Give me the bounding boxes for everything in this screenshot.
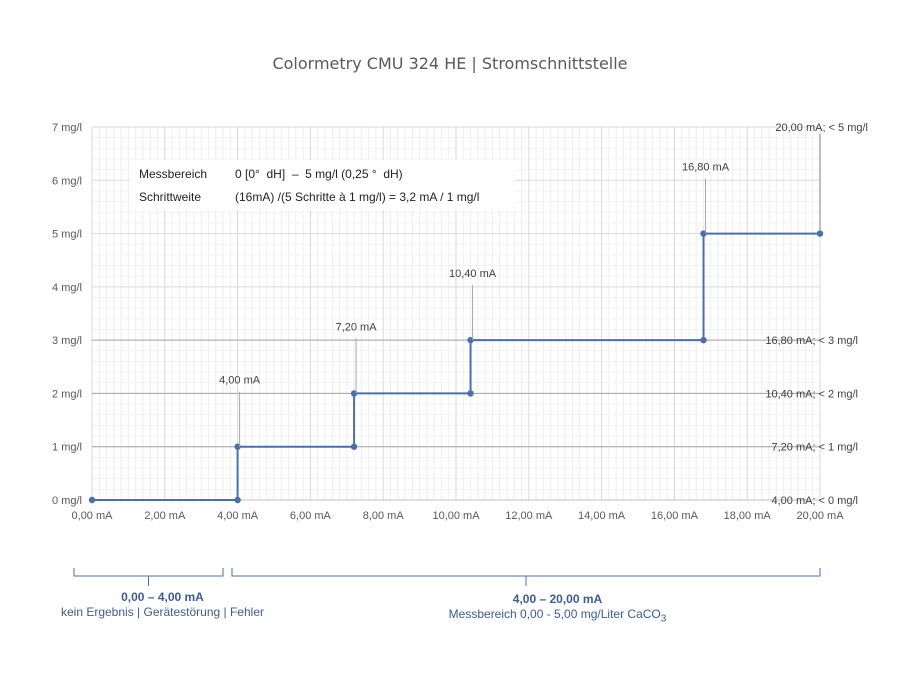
- range-measure-value: 4,00 – 20,00 mA: [512, 592, 603, 606]
- point-annotation-label: 16,80 mA: [682, 162, 730, 174]
- x-tick-label: 16,00 mA: [651, 510, 699, 522]
- x-tick-label: 12,00 mA: [505, 510, 553, 522]
- brace-error-range: [73, 568, 224, 586]
- info-value-schrittweite: (16mA) /(5 Schritte à 1 mg/l) = 3,2 mA /…: [235, 190, 480, 204]
- y-tick-label: 7 mg/l: [52, 122, 82, 134]
- info-label-messbereich: Messbereich: [139, 167, 208, 181]
- data-point: [88, 496, 96, 504]
- y-tick-label: 4 mg/l: [52, 282, 82, 294]
- y-tick-label: 5 mg/l: [52, 229, 82, 241]
- range-error-desc: kein Ergebnis | Gerätestörung | Fehler: [60, 605, 264, 619]
- x-tick-label: 2,00 mA: [144, 510, 186, 522]
- range-measure-desc-line: Messbereich 0,00 - 5,00 mg/Liter CaCO3: [380, 607, 735, 624]
- x-tick-label: 8,00 mA: [363, 510, 405, 522]
- x-tick-label: 10,00 mA: [432, 510, 480, 522]
- data-point: [234, 496, 241, 504]
- right-annotation-label: 4,00 mA; < 0 mg/l: [771, 495, 858, 507]
- right-annotation-label: 20,00 mA; < 5 mg/l: [775, 122, 868, 134]
- x-tick-label: 18,00 mA: [724, 510, 772, 522]
- point-annotation-label: 4,00 mA: [219, 375, 261, 387]
- range-error-value: 0,00 – 4,00 mA: [121, 590, 204, 604]
- data-point: [467, 390, 474, 397]
- info-value-messbereich: 0 [0° dH] – 5 mg/l (0,25 ° dH): [235, 167, 403, 181]
- info-row-messbereich: Messbereich 0 [0° dH] – 5 mg/l (0,25 ° dH…: [139, 167, 403, 181]
- point-annotation-label: 7,20 mA: [336, 321, 378, 333]
- y-tick-label: 2 mg/l: [52, 388, 82, 400]
- y-tick-label: 3 mg/l: [52, 335, 82, 347]
- data-point: [350, 443, 358, 450]
- info-label-schrittweite: Schrittweite: [139, 190, 202, 204]
- range-measure: 4,00 – 20,00 mA Messbereich 0,00 - 5,00 …: [380, 592, 735, 624]
- range-error: 0,00 – 4,00 mA kein Ergebnis | Gerätestö…: [40, 590, 285, 619]
- y-tick-label: 1 mg/l: [52, 442, 82, 454]
- right-annotation-label: 7,20 mA; < 1 mg/l: [771, 442, 858, 454]
- x-tick-label: 6,00 mA: [290, 510, 332, 522]
- y-tick-label: 0 mg/l: [52, 495, 82, 507]
- right-annotation-label: 16,80 mA; < 3 mg/l: [765, 335, 858, 347]
- info-box: Messbereich 0 [0° dH] – 5 mg/l (0,25 ° dH…: [130, 160, 515, 210]
- chart-title: Colormetry CMU 324 HE | Stromschnittstel…: [272, 54, 628, 73]
- range-measure-subscript: 3: [660, 613, 667, 625]
- data-point: [700, 336, 707, 344]
- x-tick-label: 0,00 mA: [72, 510, 114, 522]
- data-point: [816, 230, 824, 237]
- x-tick-label: 4,00 mA: [217, 510, 259, 522]
- series-line: [92, 232, 820, 501]
- x-tick-label: 20,00 mA: [796, 510, 844, 522]
- range-measure-desc: Messbereich 0,00 - 5,00 mg/Liter CaCO: [448, 607, 661, 621]
- point-annotation-label: 10,40 mA: [449, 268, 497, 280]
- y-tick-label: 6 mg/l: [52, 175, 82, 187]
- right-annotation-label: 10,40 mA; < 2 mg/l: [765, 388, 858, 400]
- brace-measure-range: [231, 568, 821, 586]
- info-row-schrittweite: Schrittweite (16mA) /(5 Schritte à 1 mg/l…: [139, 190, 479, 204]
- x-tick-label: 14,00 mA: [578, 510, 626, 522]
